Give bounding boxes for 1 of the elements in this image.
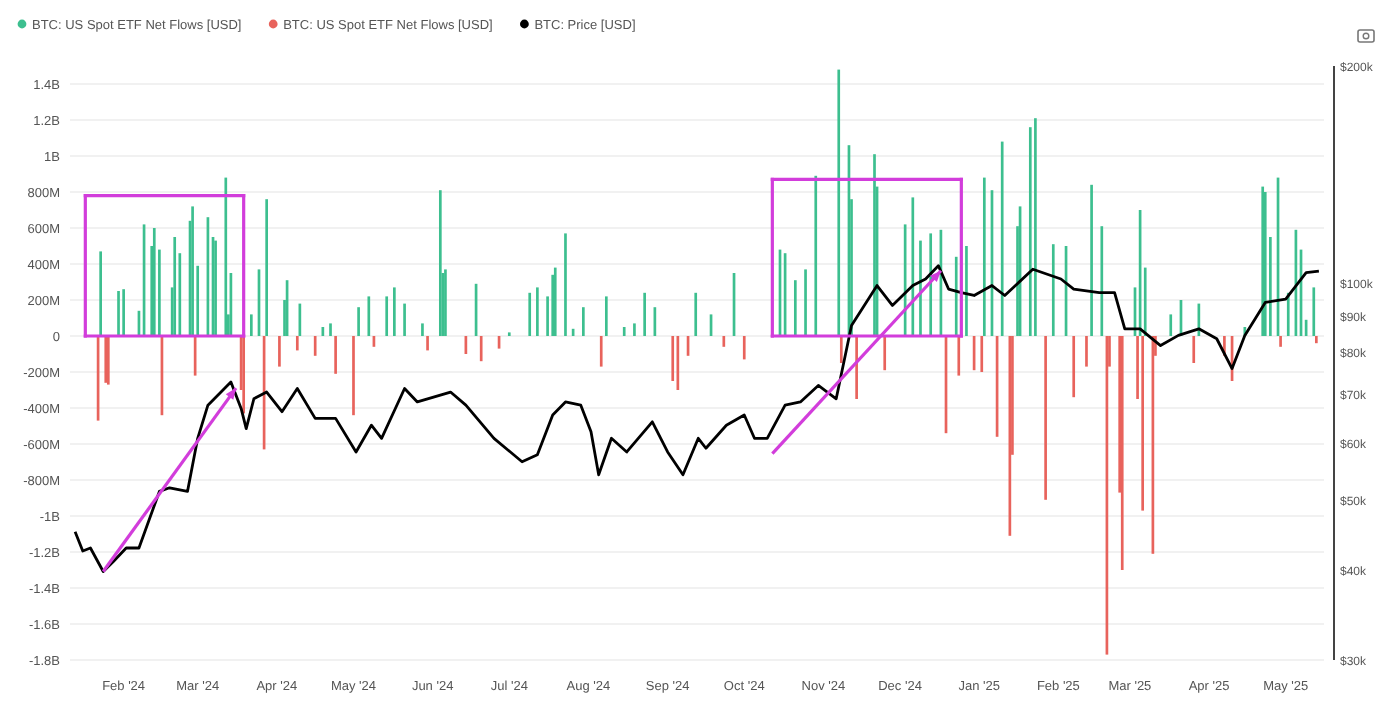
line-series: [73, 264, 1321, 573]
